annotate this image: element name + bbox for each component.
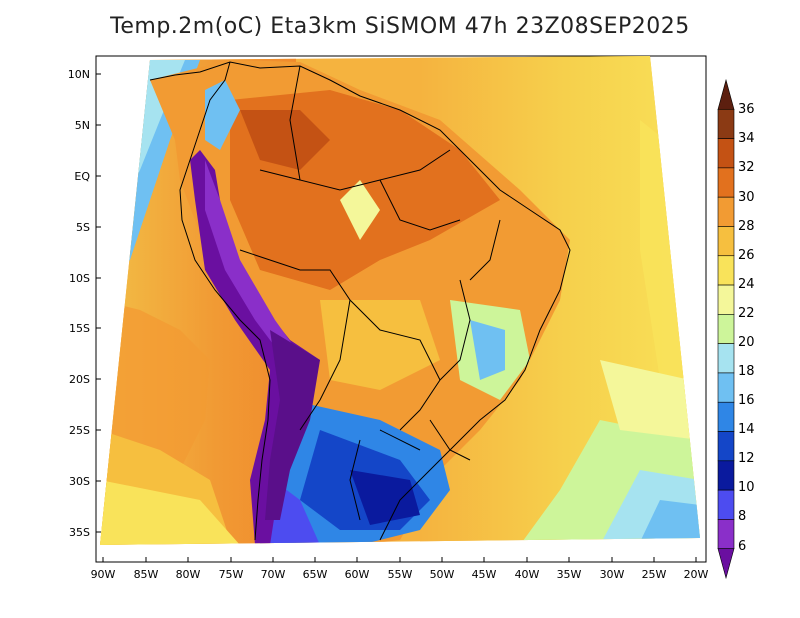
colorbar-label: 24	[738, 277, 755, 292]
lat-label: 35S	[69, 526, 90, 539]
colorbar-label: 18	[738, 364, 755, 379]
colorbar-label: 6	[738, 539, 746, 554]
colorbar-label: 30	[738, 190, 755, 205]
longitude-axis: 90W 85W 80W 75W 70W 65W 60W 55W 50W 45W …	[91, 557, 709, 581]
map-title: Temp.2m(oC) Eta3km SiSMOM 47h 23Z08SEP20…	[110, 14, 690, 39]
colorbar-segment	[717, 548, 735, 580]
colorbar-label: 22	[738, 306, 755, 321]
colorbar-segment	[717, 372, 735, 403]
lon-label: 80W	[176, 568, 201, 581]
lat-label: 15S	[69, 322, 90, 335]
colorbar-segment	[717, 255, 735, 286]
colorbar-segment	[717, 431, 735, 462]
colorbar-label: 36	[738, 102, 755, 117]
colorbar-label: 26	[738, 248, 755, 263]
colorbar-segment	[717, 460, 735, 491]
colorbar-segment	[717, 138, 735, 169]
lon-label: 30W	[600, 568, 625, 581]
lon-label: 65W	[303, 568, 328, 581]
lat-label: 20S	[69, 373, 90, 386]
lat-label: 25S	[69, 424, 90, 437]
colorbar-label: 8	[738, 509, 746, 524]
colorbar-segment	[717, 196, 735, 227]
colorbar-segment	[717, 314, 735, 344]
colorbar-segment	[717, 519, 735, 550]
lon-label: 60W	[345, 568, 370, 581]
colorbar-segment	[717, 108, 735, 139]
temperature-field	[100, 56, 700, 545]
colorbar-label: 12	[738, 451, 755, 466]
lat-label: 10N	[68, 68, 90, 81]
colorbar-label: 32	[738, 160, 755, 175]
lat-label: 5S	[76, 221, 90, 234]
lon-label: 50W	[430, 568, 455, 581]
colorbar-segment	[717, 226, 735, 257]
colorbar-segment	[717, 401, 735, 432]
colorbar-segment	[717, 284, 735, 315]
lat-label: EQ	[74, 170, 90, 183]
colorbar-label: 10	[738, 480, 755, 495]
lon-label: 75W	[219, 568, 244, 581]
lon-label: 70W	[261, 568, 286, 581]
colorbar-labels: 36 34 32 30 28 26 24 22 20 18 16 14 12 1…	[738, 102, 755, 554]
lon-label: 20W	[684, 568, 709, 581]
colorbar-segment	[717, 78, 735, 110]
colorbar-segment	[717, 167, 735, 198]
colorbar-segment	[717, 489, 735, 520]
lat-label: 5N	[75, 119, 90, 132]
colorbar	[717, 78, 735, 580]
colorbar-label: 28	[738, 219, 755, 234]
lon-label: 90W	[91, 568, 116, 581]
lon-label: 35W	[557, 568, 582, 581]
colorbar-label: 34	[738, 131, 755, 146]
colorbar-label: 14	[738, 422, 755, 437]
lat-label: 30S	[69, 475, 90, 488]
lon-label: 55W	[388, 568, 413, 581]
latitude-axis: 10N 5N EQ 5S 10S 15S 20S 25S 30S 35S	[68, 68, 101, 539]
colorbar-label: 16	[738, 393, 755, 408]
lon-label: 25W	[642, 568, 667, 581]
lon-label: 45W	[472, 568, 497, 581]
lat-label: 10S	[69, 272, 90, 285]
lon-label: 40W	[515, 568, 540, 581]
country-borders	[149, 61, 571, 541]
colorbar-segment	[717, 343, 735, 374]
lon-label: 85W	[134, 568, 159, 581]
colorbar-label: 20	[738, 335, 755, 350]
